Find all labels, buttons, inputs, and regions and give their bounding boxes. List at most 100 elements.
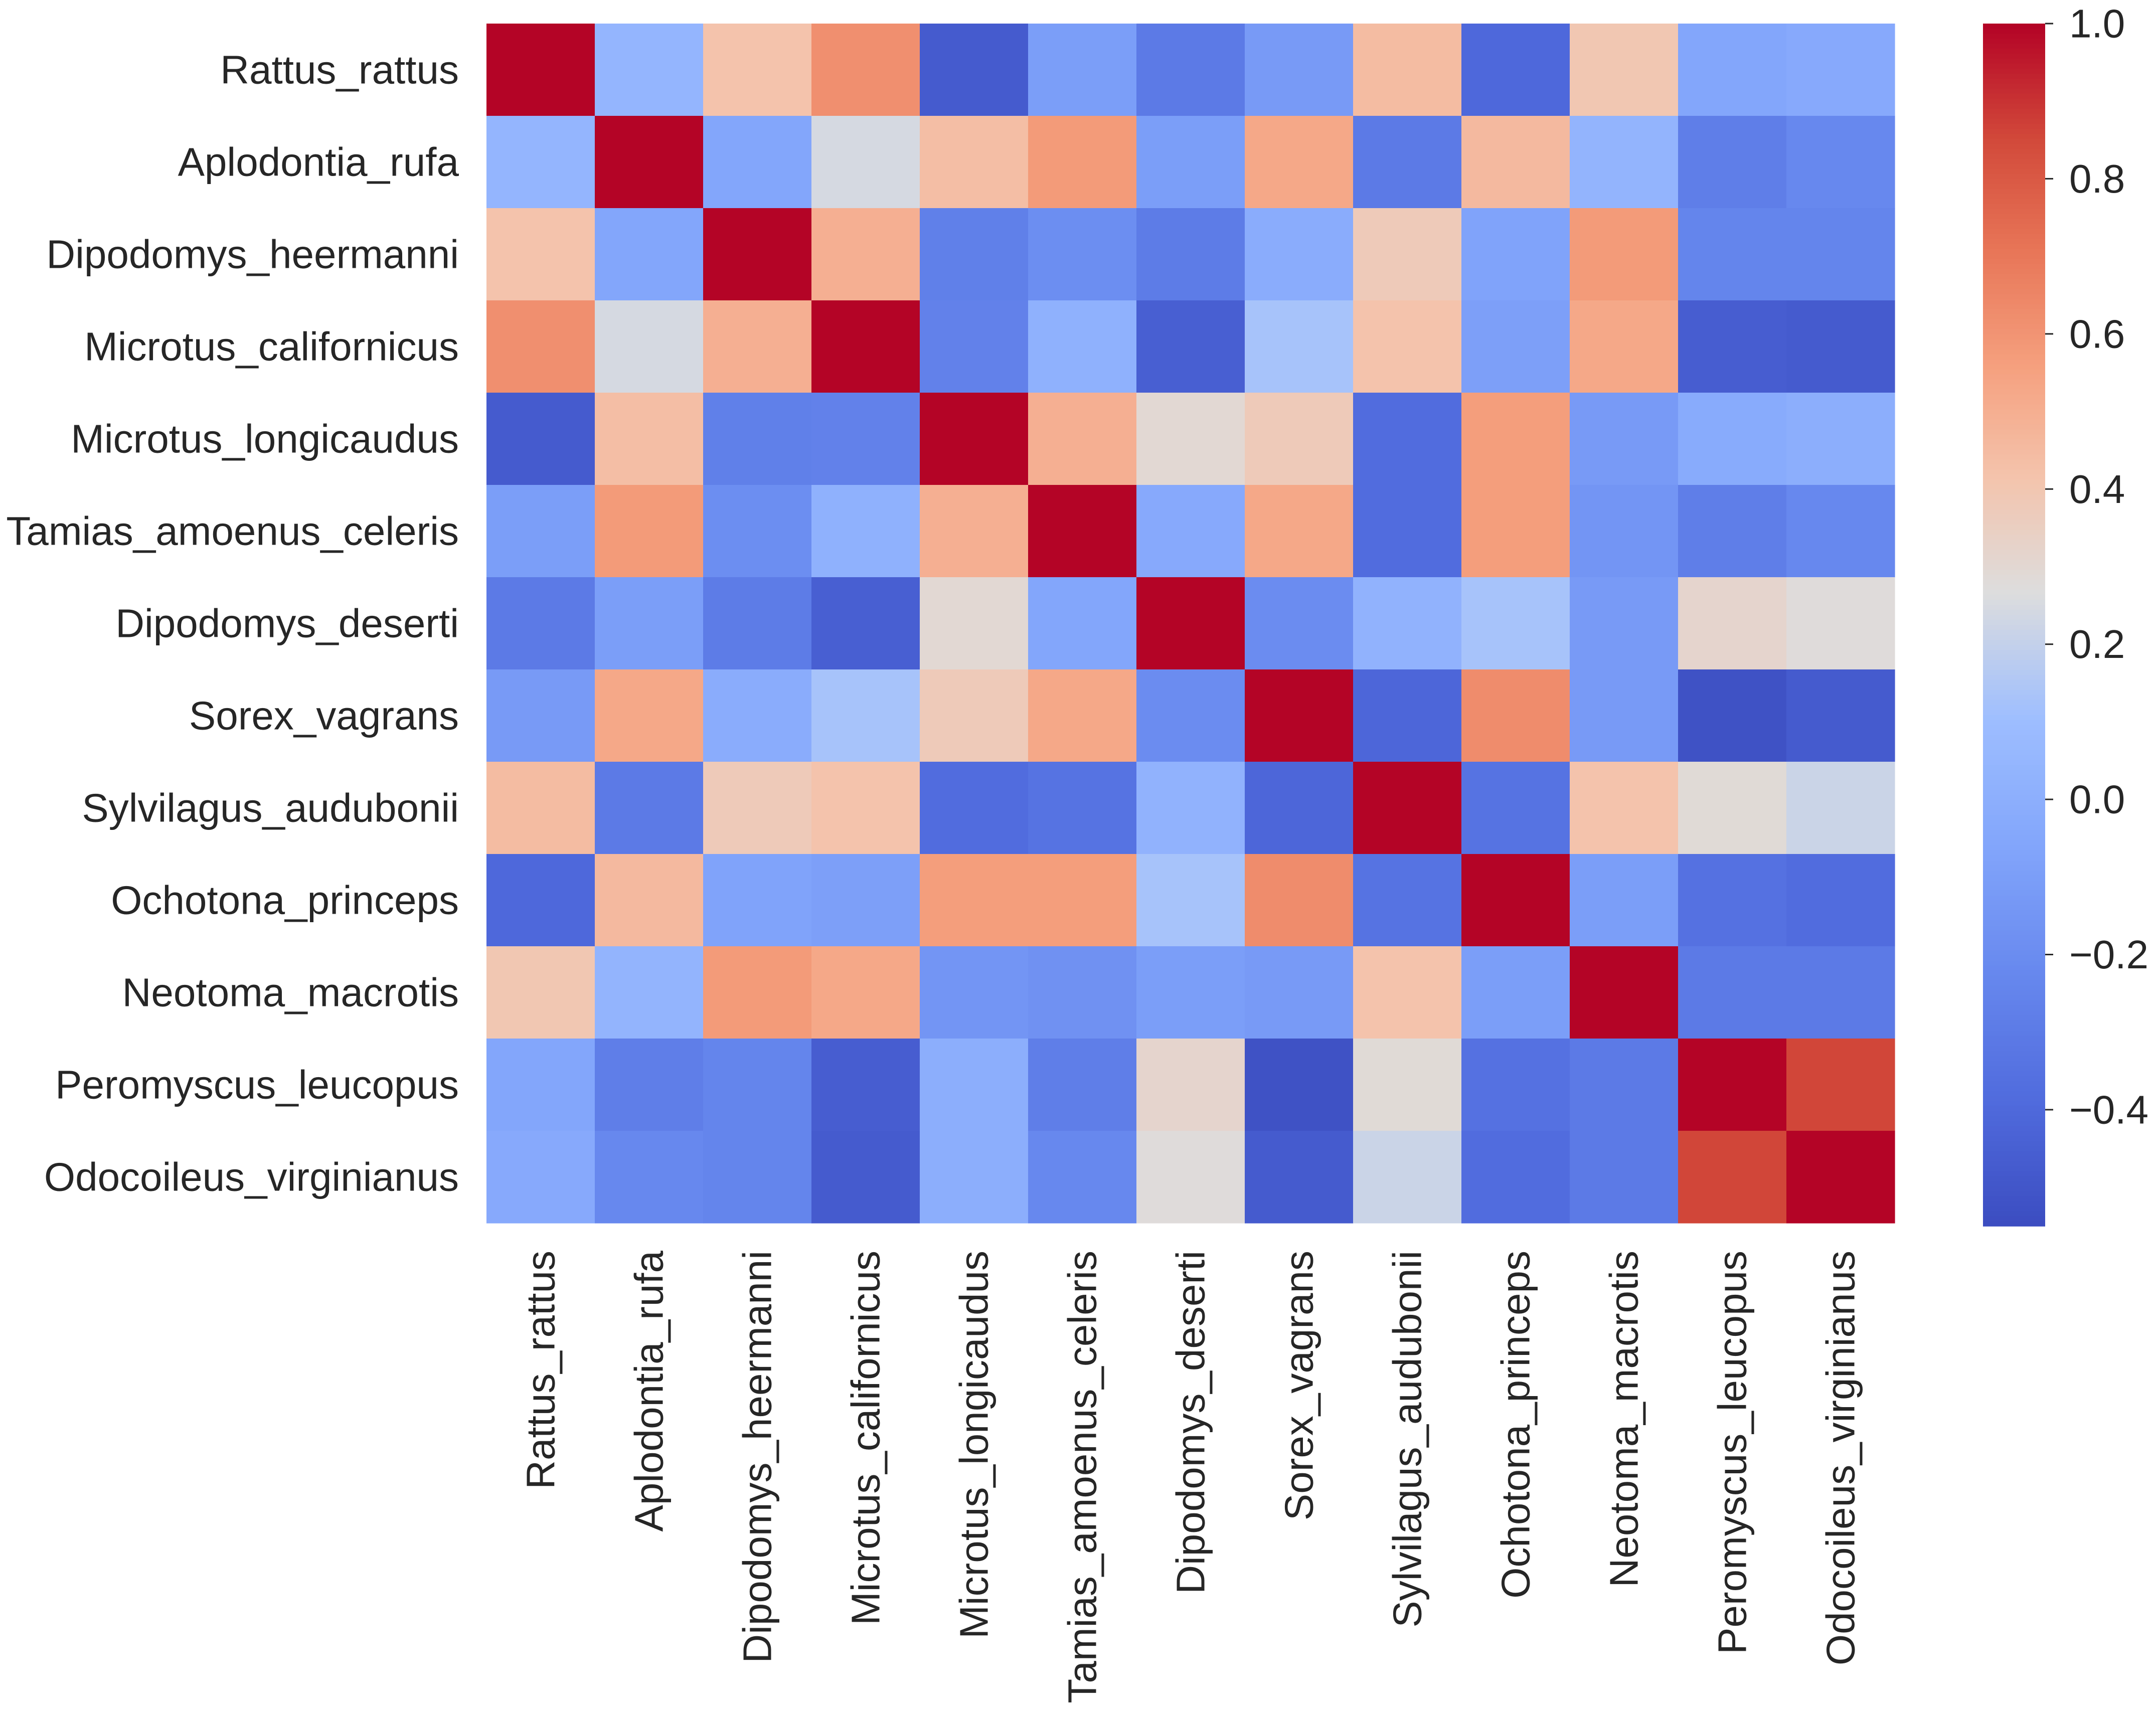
column-label: Microtus_californicus (844, 1251, 888, 1625)
heatmap-cell-4-3 (811, 393, 920, 485)
heatmap-cell-7-9 (1461, 669, 1570, 762)
colorbar-segment (1983, 309, 2045, 315)
heatmap-cell-7-5 (1028, 669, 1137, 762)
colorbar-segment (1983, 545, 2045, 550)
column-label: Sylvilagus_audubonii (1385, 1251, 1430, 1628)
colorbar-segment (1983, 600, 2045, 605)
colorbar-segment (1983, 1126, 2045, 1131)
colorbar-segment (1983, 930, 2045, 936)
colorbar-segment (1983, 404, 2045, 410)
colorbar-segment (1983, 895, 2045, 901)
colorbar-segment (1983, 629, 2045, 635)
heatmap-cell-8-4 (920, 762, 1029, 854)
colorbar-segment (1983, 284, 2045, 290)
row-label: Dipodomys_heermanni (46, 232, 459, 277)
row-label: Neotoma_macrotis (122, 970, 459, 1015)
heatmap-cell-9-3 (811, 854, 920, 947)
heatmap-cell-8-9 (1461, 762, 1570, 854)
colorbar-segment (1983, 840, 2045, 846)
colorbar-segment (1983, 479, 2045, 485)
colorbar-segment (1983, 474, 2045, 480)
colorbar-segment (1983, 204, 2045, 210)
heatmap-cell-7-2 (703, 669, 812, 762)
colorbar-segment (1983, 1015, 2045, 1021)
heatmap-cell-10-12 (1786, 946, 1895, 1039)
row-label: Rattus_rattus (220, 48, 459, 92)
heatmap-cell-4-7 (1245, 393, 1354, 485)
heatmap-cell-6-10 (1570, 577, 1679, 670)
colorbar-segment (1983, 48, 2045, 54)
heatmap-cell-10-5 (1028, 946, 1137, 1039)
colorbar-segment (1983, 735, 2045, 741)
colorbar-segment (1983, 319, 2045, 325)
heatmap-cell-11-11 (1678, 1039, 1787, 1131)
column-label: Aplodontia_rufa (627, 1251, 672, 1532)
heatmap-cell-4-2 (703, 393, 812, 485)
colorbar-segment (1983, 1000, 2045, 1006)
heatmap-cell-2-11 (1678, 208, 1787, 301)
heatmap-cell-2-7 (1245, 208, 1354, 301)
heatmap-cell-8-8 (1353, 762, 1462, 854)
heatmap-cell-10-1 (595, 946, 704, 1039)
heatmap-cell-0-9 (1461, 24, 1570, 116)
colorbar-segment (1983, 780, 2045, 786)
column-labels: Rattus_rattus Aplodontia_rufa Dipodomys_he… (519, 1251, 1863, 1703)
heatmap-cell-6-2 (703, 577, 812, 670)
colorbar-segment (1983, 750, 2045, 756)
heatmap-cell-9-5 (1028, 854, 1137, 947)
colorbar-segment (1983, 509, 2045, 515)
heatmap-cell-4-10 (1570, 393, 1679, 485)
colorbar-segment (1983, 1081, 2045, 1087)
heatmap-cell-5-3 (811, 485, 920, 578)
colorbar-segment (1983, 910, 2045, 916)
heatmap-cell-10-10 (1570, 946, 1679, 1039)
heatmap-cell-0-11 (1678, 24, 1787, 116)
heatmap-cell-1-12 (1786, 116, 1895, 209)
colorbar-segment (1983, 1196, 2045, 1202)
colorbar-segment (1983, 163, 2045, 169)
heatmap-cell-5-6 (1136, 485, 1245, 578)
colorbar-segment (1983, 625, 2045, 630)
heatmap-cell-4-1 (595, 393, 704, 485)
colorbar-tick-label: −0.2 (2069, 932, 2148, 977)
colorbar-segment (1983, 434, 2045, 440)
colorbar-segment (1983, 920, 2045, 926)
heatmap-cell-2-5 (1028, 208, 1137, 301)
heatmap-cell-3-8 (1353, 300, 1462, 393)
colorbar-segment (1983, 955, 2045, 961)
colorbar-segment (1983, 1036, 2045, 1042)
heatmap-cell-5-1 (595, 485, 704, 578)
heatmap-cell-11-7 (1245, 1039, 1354, 1131)
heatmap-cell-5-9 (1461, 485, 1570, 578)
colorbar-segment (1983, 845, 2045, 851)
heatmap-cell-9-9 (1461, 854, 1570, 947)
heatmap-cell-7-12 (1786, 669, 1895, 762)
colorbar-segment (1983, 850, 2045, 856)
colorbar-segment (1983, 504, 2045, 510)
colorbar-segment (1983, 560, 2045, 565)
colorbar-segment (1983, 214, 2045, 220)
colorbar-segment (1983, 454, 2045, 460)
colorbar-segment (1983, 264, 2045, 270)
colorbar-segment (1983, 24, 2045, 29)
colorbar-segment (1983, 184, 2045, 190)
colorbar-segment (1983, 790, 2045, 796)
colorbar-segment (1983, 58, 2045, 64)
colorbar-segment (1983, 740, 2045, 746)
colorbar-segment (1983, 520, 2045, 525)
colorbar-segment (1983, 785, 2045, 791)
colorbar-segment (1983, 98, 2045, 104)
heatmap-cell-11-4 (920, 1039, 1029, 1131)
column-label: Microtus_longicaudus (952, 1251, 997, 1639)
heatmap-cell-2-8 (1353, 208, 1462, 301)
colorbar-segment (1983, 975, 2045, 981)
colorbar-segment (1983, 860, 2045, 866)
heatmap-cell-11-12 (1786, 1039, 1895, 1131)
colorbar-segment (1983, 900, 2045, 906)
heatmap-cell-11-9 (1461, 1039, 1570, 1131)
colorbar-segment (1983, 815, 2045, 821)
colorbar-segment (1983, 274, 2045, 280)
colorbar-segment (1983, 1086, 2045, 1092)
heatmap-cells (486, 24, 1895, 1224)
heatmap-cell-6-9 (1461, 577, 1570, 670)
